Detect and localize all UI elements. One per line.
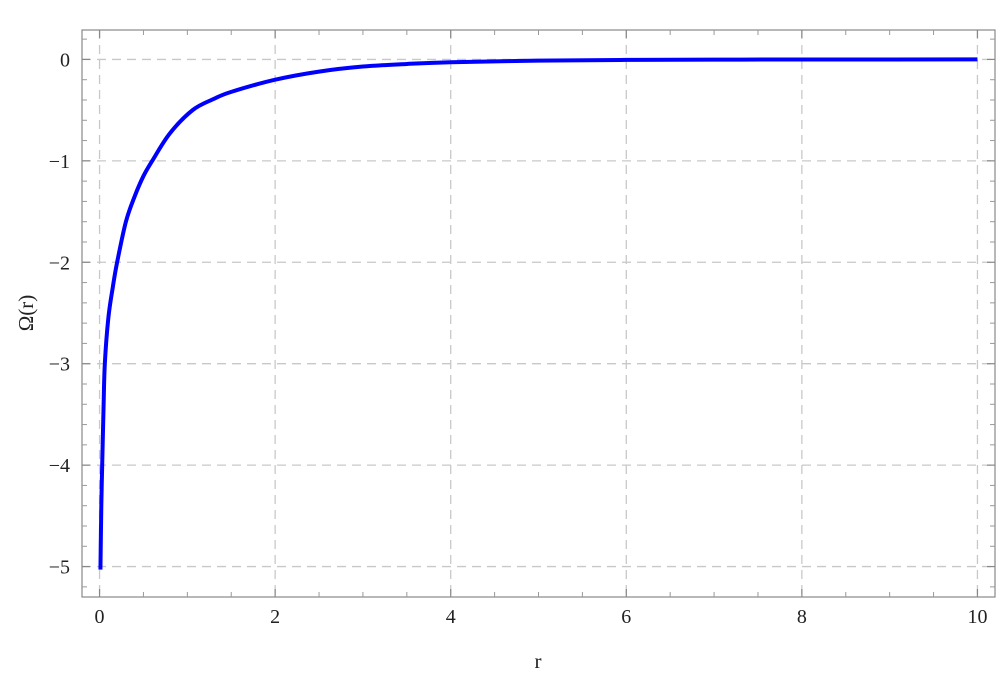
y-axis-label: Ω(r) — [14, 295, 38, 332]
series-line — [98, 57, 978, 570]
x-tick-label: 4 — [446, 606, 456, 628]
x-tick-label: 10 — [967, 606, 987, 628]
ticks — [82, 30, 995, 597]
x-tick-label: 6 — [621, 606, 631, 628]
y-tick-label: −4 — [49, 455, 70, 477]
y-tick-label: −1 — [49, 151, 70, 173]
y-tick-label: −2 — [49, 252, 70, 274]
grid — [82, 30, 995, 597]
x-tick-label: 0 — [95, 606, 105, 628]
x-tick-label: 8 — [797, 606, 807, 628]
plot-frame — [81, 29, 996, 598]
x-tick-label: 2 — [270, 606, 280, 628]
x-axis-label: r — [535, 649, 542, 673]
y-tick-label: −3 — [49, 354, 70, 376]
tick-labels: 0 2 4 6 8 10 0 −1 −2 −3 −4 −5 — [49, 49, 988, 628]
y-tick-label: 0 — [60, 49, 70, 71]
y-tick-label: −5 — [49, 557, 70, 579]
